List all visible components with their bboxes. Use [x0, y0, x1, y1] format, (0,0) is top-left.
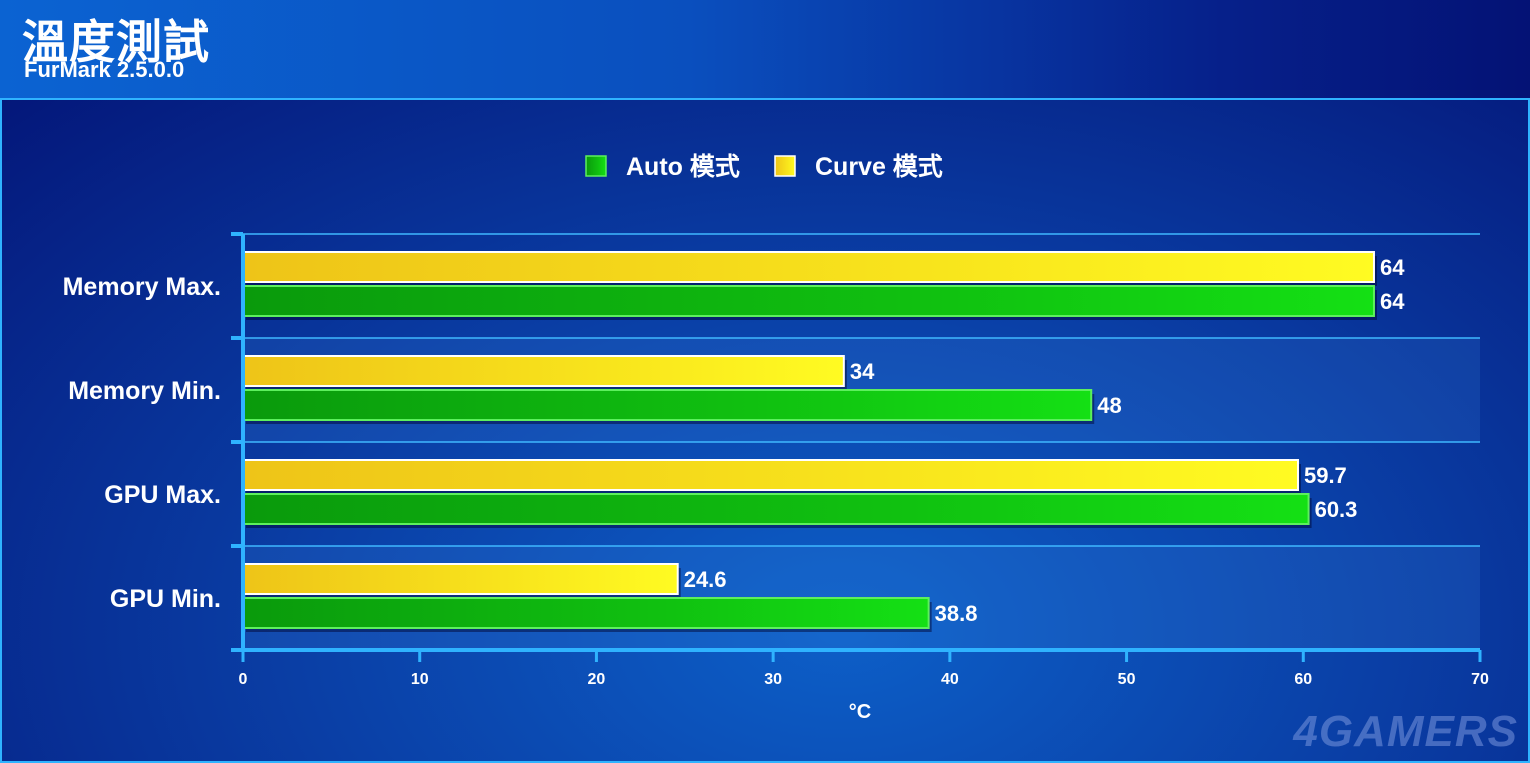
value-label-curve: 34: [850, 359, 875, 384]
page-title: 溫度測試: [22, 15, 210, 69]
axes: [231, 232, 1482, 662]
value-label-auto: 64: [1380, 289, 1405, 314]
x-tick-label-10: 10: [411, 671, 429, 688]
page-subtitle: FurMark 2.5.0.0: [24, 57, 185, 82]
category-label: GPU Max.: [104, 481, 221, 509]
value-label-auto: 60.3: [1315, 497, 1358, 522]
x-tick-label-30: 30: [764, 671, 782, 688]
bars: [242, 251, 1377, 632]
x-tick-label-40: 40: [941, 671, 959, 688]
bar-auto: [242, 285, 1375, 317]
bar-curve: [242, 563, 679, 595]
x-tick-label-0: 0: [239, 671, 248, 688]
value-label-auto: 48: [1097, 393, 1121, 418]
bar-curve: [242, 355, 845, 387]
category-label: Memory Max.: [63, 273, 221, 301]
category-label: GPU Min.: [110, 585, 221, 613]
bar-auto: [242, 389, 1093, 421]
labels: 0 10 20 30 40 50 60 70 °C Memory Max. 64 64 Memory M…: [63, 255, 1489, 723]
header-banner: 溫度測試 FurMark 2.5.0.0: [0, 0, 1530, 98]
x-tick-label-70: 70: [1471, 671, 1489, 688]
bar-curve: [242, 251, 1375, 283]
legend: Auto 模式 Curve 模式: [585, 152, 943, 181]
category-label: Memory Min.: [68, 377, 221, 405]
value-label-curve: 59.7: [1304, 463, 1347, 488]
watermark-logo: 4GAMERS: [1293, 707, 1518, 756]
legend-swatch-0: [585, 155, 607, 177]
x-tick-label-60: 60: [1294, 671, 1312, 688]
value-label-auto: 38.8: [935, 601, 978, 626]
bar-chart: Auto 模式 Curve 模式 0 10 20 30 40 50 60 70 °C Memory …: [63, 152, 1489, 723]
bar-curve: [242, 459, 1299, 491]
chart-panel: Auto 模式 Curve 模式 0 10 20 30 40 50 60 70 °C Memory …: [0, 98, 1530, 763]
x-tick-label-20: 20: [588, 671, 606, 688]
x-axis-title: °C: [849, 701, 871, 723]
legend-label-0: Auto 模式: [626, 152, 740, 181]
x-tick-label-50: 50: [1118, 671, 1136, 688]
bar-auto: [242, 493, 1310, 525]
legend-label-1: Curve 模式: [815, 152, 943, 181]
legend-swatch-1: [774, 155, 796, 177]
value-label-curve: 24.6: [684, 567, 727, 592]
value-label-curve: 64: [1380, 255, 1405, 280]
bar-auto: [242, 597, 930, 629]
gridlines: [243, 233, 1480, 547]
